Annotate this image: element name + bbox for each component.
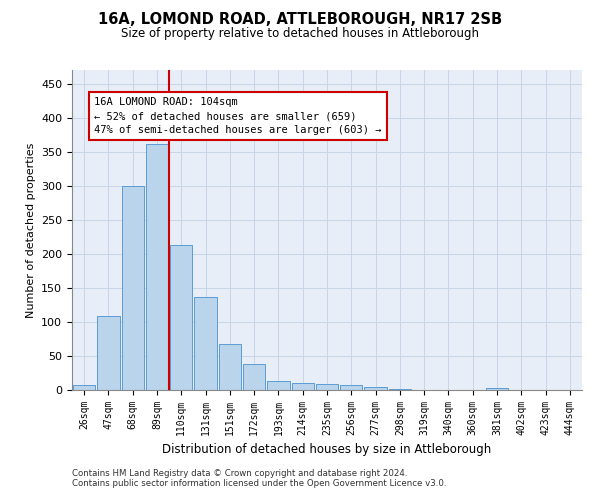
Bar xyxy=(122,186,144,390)
Bar xyxy=(243,364,265,390)
Bar xyxy=(170,245,193,390)
Bar xyxy=(194,298,217,390)
Text: 16A, LOMOND ROAD, ATTLEBOROUGH, NR17 2SB: 16A, LOMOND ROAD, ATTLEBOROUGH, NR17 2SB xyxy=(98,12,502,28)
Bar xyxy=(486,388,508,390)
Y-axis label: Number of detached properties: Number of detached properties xyxy=(26,142,35,318)
Bar xyxy=(267,381,290,390)
Text: Contains HM Land Registry data © Crown copyright and database right 2024.: Contains HM Land Registry data © Crown c… xyxy=(72,468,407,477)
Bar xyxy=(97,316,119,390)
Text: 16A LOMOND ROAD: 104sqm
← 52% of detached houses are smaller (659)
47% of semi-d: 16A LOMOND ROAD: 104sqm ← 52% of detache… xyxy=(94,97,382,135)
Bar xyxy=(389,388,411,390)
Bar xyxy=(292,383,314,390)
Text: Size of property relative to detached houses in Attleborough: Size of property relative to detached ho… xyxy=(121,28,479,40)
Bar xyxy=(316,384,338,390)
Bar xyxy=(340,385,362,390)
Bar xyxy=(364,388,387,390)
Bar xyxy=(73,384,95,390)
Bar xyxy=(218,344,241,390)
Bar xyxy=(146,144,168,390)
Text: Contains public sector information licensed under the Open Government Licence v3: Contains public sector information licen… xyxy=(72,478,446,488)
X-axis label: Distribution of detached houses by size in Attleborough: Distribution of detached houses by size … xyxy=(163,444,491,456)
